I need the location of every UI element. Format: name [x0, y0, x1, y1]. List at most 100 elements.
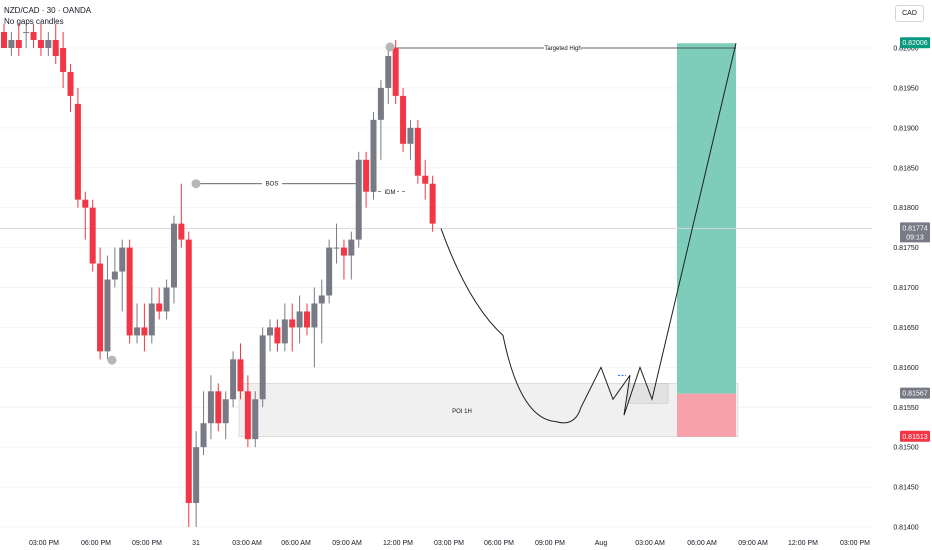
candle [215, 391, 222, 424]
y-tick-label: 0.81900 [893, 125, 918, 132]
candle [281, 319, 288, 344]
candle [244, 391, 251, 440]
candle [230, 359, 237, 400]
x-tick-label: 06:00 AM [281, 540, 311, 547]
x-tick-label: 09:00 PM [535, 540, 565, 547]
swing-marker [191, 179, 201, 189]
candle [178, 223, 185, 240]
candle [289, 319, 296, 328]
candle [67, 71, 74, 96]
y-tick-label: 0.82000 [893, 46, 918, 53]
candle [126, 247, 133, 336]
candle [163, 287, 170, 312]
candle [89, 207, 96, 264]
candle [400, 95, 407, 144]
x-tick-label: Aug [595, 540, 608, 547]
candle [222, 399, 229, 424]
candle [318, 295, 325, 304]
candle [296, 311, 303, 328]
candle [355, 159, 362, 240]
candle [274, 327, 281, 344]
x-tick-label: 06:00 PM [81, 540, 111, 547]
candle [429, 183, 436, 224]
x-tick-label: 06:00 AM [687, 540, 717, 547]
swing-marker [107, 355, 117, 365]
entry-box [627, 383, 669, 404]
current-price-tag: 0.81774 [902, 225, 927, 232]
candle [37, 40, 44, 48]
entry-price-tag: 0.81567 [902, 391, 927, 398]
candle [303, 311, 310, 328]
candle [148, 303, 155, 336]
stop-price-tag-bg [900, 430, 930, 442]
chart-legend: NZD/CAD · 30 · OANDA No gaps candles [4, 5, 91, 27]
candle [185, 239, 192, 504]
candle [311, 303, 318, 328]
x-tick-label: 09:00 PM [132, 540, 162, 547]
candle [392, 48, 399, 96]
candle [363, 159, 370, 192]
candle [134, 327, 141, 336]
candle [74, 103, 81, 200]
candle [252, 399, 259, 440]
candle [414, 127, 421, 176]
y-tick-label: 0.81650 [893, 325, 918, 332]
x-tick-label: 09:00 AM [738, 540, 768, 547]
y-tick-label: 0.81400 [893, 525, 918, 532]
candle [45, 40, 52, 48]
candle [52, 40, 59, 56]
candle [8, 40, 15, 48]
y-tick-label: 0.81800 [893, 205, 918, 212]
poi-label: POI 1H [452, 409, 472, 415]
label-bg [544, 43, 582, 52]
x-tick-label: 03:00 PM [840, 540, 870, 547]
candle [30, 32, 37, 41]
candle [326, 247, 333, 296]
candle [207, 391, 214, 424]
candle [119, 247, 126, 272]
symbol-title: NZD/CAD · 30 · OANDA [4, 6, 92, 15]
y-tick-label: 0.81750 [893, 245, 918, 252]
targeted-high-label: Targeted High [544, 46, 581, 52]
current-price-tag-bg [900, 222, 930, 243]
candle [333, 247, 340, 249]
y-tick-label: 0.81550 [893, 405, 918, 412]
x-tick-label: 06:00 PM [484, 540, 514, 547]
entry-price-tag-bg [900, 387, 930, 399]
candle [267, 327, 274, 336]
swing-marker [385, 42, 395, 52]
projected-path [440, 43, 737, 424]
candle [170, 223, 177, 288]
candle [23, 32, 30, 34]
target-zone [677, 43, 736, 394]
candle [377, 87, 384, 120]
candle [97, 263, 104, 352]
y-tick-label: 0.81950 [893, 85, 918, 92]
currency-button[interactable]: CAD [895, 5, 924, 22]
x-tick-label: 03:00 PM [434, 540, 464, 547]
candle [422, 175, 429, 184]
candle [111, 271, 118, 280]
candle [385, 55, 392, 88]
x-tick-label: 03:00 PM [29, 540, 59, 547]
candle [193, 447, 200, 504]
candle [15, 40, 22, 48]
candle [156, 303, 163, 312]
x-tick-label: 12:00 PM [383, 540, 413, 547]
bos-label: BOS [266, 182, 279, 188]
candle [407, 127, 414, 144]
candle [370, 119, 377, 192]
label-bg [383, 187, 397, 197]
candle [1, 32, 7, 48]
x-tick-label: 09:00 AM [332, 540, 362, 547]
idm-label: IDM [385, 190, 396, 196]
candle [104, 279, 111, 352]
candle [141, 327, 148, 336]
stop-zone [677, 393, 736, 437]
y-tick-label: 0.81500 [893, 445, 918, 452]
candle [60, 48, 67, 72]
label-bg [262, 178, 282, 188]
x-tick-label: 03:00 AM [232, 540, 262, 547]
y-tick-label: 0.81850 [893, 165, 918, 172]
